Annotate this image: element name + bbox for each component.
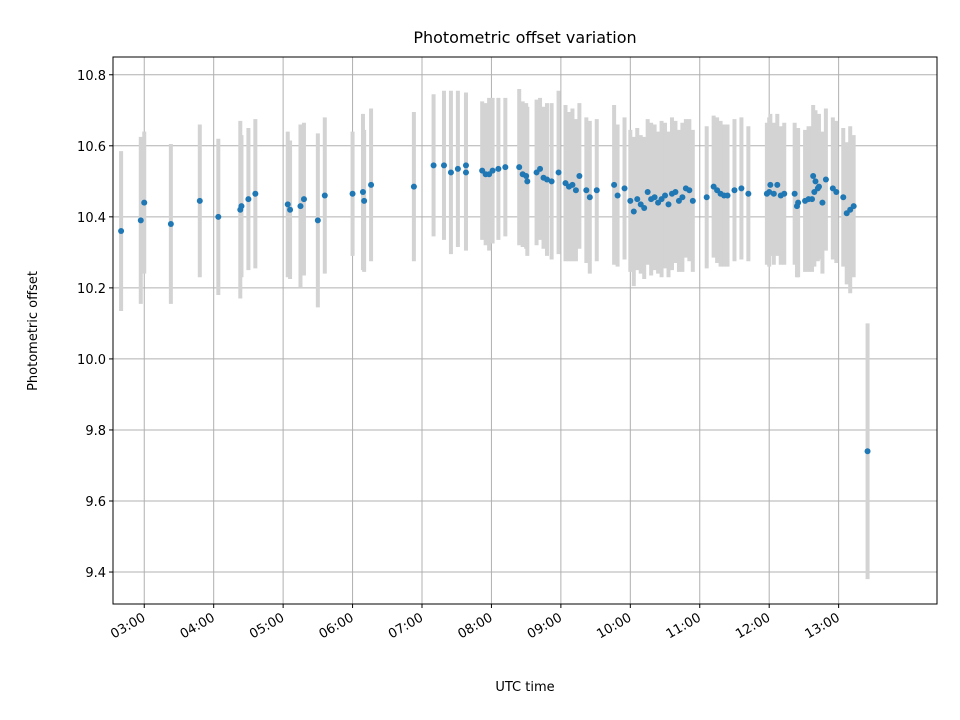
data-point bbox=[543, 176, 550, 183]
data-point bbox=[447, 169, 454, 176]
data-point bbox=[555, 169, 562, 176]
y-tick-label: 9.6 bbox=[85, 495, 106, 510]
data-point bbox=[738, 185, 745, 192]
y-tick-label: 9.8 bbox=[85, 424, 106, 439]
data-point bbox=[745, 190, 752, 197]
data-point bbox=[297, 203, 304, 210]
data-point bbox=[359, 188, 366, 195]
data-point bbox=[665, 201, 672, 208]
data-point bbox=[537, 165, 544, 172]
data-point bbox=[679, 194, 686, 201]
data-point bbox=[703, 194, 710, 201]
data-point bbox=[815, 183, 822, 190]
y-tick-label: 10.0 bbox=[77, 353, 106, 368]
data-point bbox=[569, 181, 576, 188]
data-point bbox=[523, 172, 530, 179]
data-point bbox=[611, 181, 618, 188]
data-point bbox=[495, 165, 502, 172]
y-tick-label: 10.6 bbox=[77, 140, 106, 155]
x-axis-label: UTC time bbox=[495, 680, 554, 695]
data-point bbox=[795, 199, 802, 206]
data-point bbox=[454, 165, 461, 172]
y-tick-label: 10.2 bbox=[77, 282, 106, 297]
y-axis-label: Photometric offset bbox=[26, 271, 41, 391]
data-point bbox=[137, 217, 144, 224]
data-point bbox=[245, 196, 252, 203]
data-point bbox=[689, 197, 696, 204]
data-point bbox=[614, 192, 621, 199]
y-tick-label: 9.4 bbox=[85, 566, 106, 581]
chart-title: Photometric offset variation bbox=[413, 28, 636, 47]
data-point bbox=[651, 194, 658, 201]
data-point bbox=[196, 197, 203, 204]
data-point bbox=[287, 206, 294, 213]
data-points bbox=[118, 162, 871, 455]
data-point bbox=[524, 178, 531, 185]
plot-frame bbox=[112, 56, 938, 605]
data-point bbox=[641, 204, 648, 211]
data-point bbox=[630, 208, 637, 215]
data-point bbox=[410, 183, 417, 190]
y-axis-ticks: 9.4 9.6 9.8 10.0 10.2 10.4 10.6 10.8 bbox=[77, 69, 113, 581]
data-point bbox=[583, 187, 590, 194]
data-point bbox=[593, 187, 600, 194]
data-point bbox=[812, 178, 819, 185]
y-tick-label: 10.4 bbox=[77, 211, 106, 226]
data-point bbox=[252, 190, 259, 197]
data-point bbox=[850, 203, 857, 210]
data-point bbox=[462, 169, 469, 176]
data-point bbox=[840, 194, 847, 201]
data-point bbox=[634, 196, 641, 203]
data-point bbox=[215, 213, 222, 220]
data-point bbox=[767, 181, 774, 188]
data-point bbox=[314, 217, 321, 224]
data-point bbox=[300, 196, 307, 203]
data-point bbox=[349, 190, 356, 197]
data-point bbox=[644, 188, 651, 195]
data-point bbox=[724, 192, 731, 199]
data-point bbox=[822, 176, 829, 183]
data-point bbox=[502, 164, 509, 171]
data-point bbox=[662, 192, 669, 199]
data-point bbox=[627, 197, 634, 204]
data-point bbox=[361, 197, 368, 204]
data-point bbox=[586, 194, 593, 201]
data-point bbox=[621, 185, 628, 192]
data-point bbox=[770, 190, 777, 197]
data-point bbox=[791, 190, 798, 197]
data-point bbox=[766, 188, 773, 195]
data-point bbox=[516, 164, 523, 171]
data-point bbox=[118, 228, 125, 235]
data-point bbox=[321, 192, 328, 199]
data-point bbox=[368, 181, 375, 188]
data-point bbox=[167, 220, 174, 227]
data-point bbox=[430, 162, 437, 169]
data-point bbox=[672, 188, 679, 195]
data-point bbox=[774, 181, 781, 188]
y-tick-label: 10.8 bbox=[77, 69, 106, 84]
data-point bbox=[489, 167, 496, 174]
data-point bbox=[686, 187, 693, 194]
data-point bbox=[864, 448, 871, 455]
data-point bbox=[141, 199, 148, 206]
data-point bbox=[238, 203, 245, 210]
data-point bbox=[781, 190, 788, 197]
data-point bbox=[833, 188, 840, 195]
data-point bbox=[284, 201, 291, 208]
data-point bbox=[819, 199, 826, 206]
data-point bbox=[548, 178, 555, 185]
data-point bbox=[576, 172, 583, 179]
data-point bbox=[462, 162, 469, 169]
data-point bbox=[809, 196, 816, 203]
data-point bbox=[572, 187, 579, 194]
data-point bbox=[810, 172, 817, 179]
data-point bbox=[731, 187, 738, 194]
data-point bbox=[440, 162, 447, 169]
